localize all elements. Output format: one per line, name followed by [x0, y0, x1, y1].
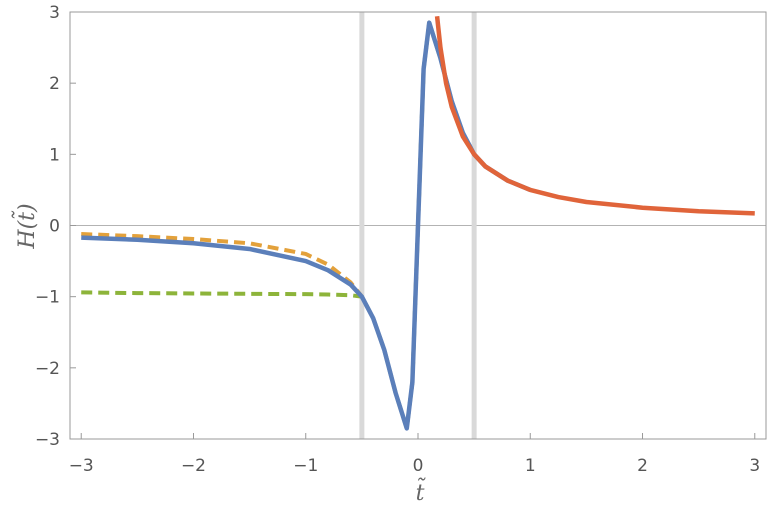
y-axis-label: H(t̃): [10, 203, 40, 249]
series-line-3: [434, 16, 755, 216]
x-tick-label: −1: [293, 456, 318, 476]
vertical-markers: [359, 12, 477, 439]
x-tick-label: −3: [69, 456, 94, 476]
x-tick-label: 0: [413, 456, 424, 476]
y-tick-label: 1: [49, 145, 60, 165]
y-tick-label: −1: [35, 288, 60, 308]
x-axis-ticks: −3 −2 −1 0 1 2 3: [69, 433, 760, 476]
x-tick-label: 3: [749, 456, 760, 476]
y-tick-label: −2: [35, 359, 60, 379]
x-tick-label: −2: [181, 456, 206, 476]
y-tick-label: −3: [35, 430, 60, 450]
y-tick-label: 0: [49, 217, 60, 237]
plot-curves: [81, 16, 755, 431]
x-tick-label: 1: [525, 456, 536, 476]
y-axis-ticks: −3 −2 −1 0 1 2 3: [35, 3, 76, 450]
x-tick-label: 2: [637, 456, 648, 476]
x-axis-label: t̃: [416, 476, 427, 506]
y-tick-label: 3: [49, 3, 60, 23]
y-tick-label: 2: [49, 74, 60, 94]
